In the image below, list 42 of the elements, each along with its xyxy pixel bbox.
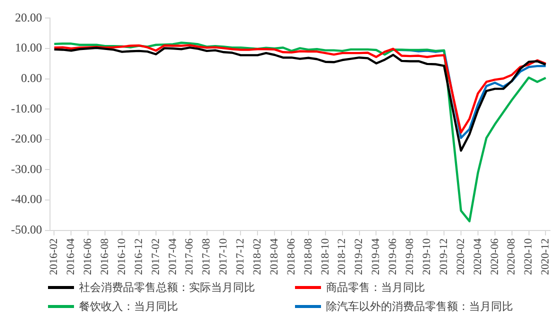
x-tick-label: 2019-06 <box>387 238 400 276</box>
x-tick-label: 2018-08 <box>302 238 314 276</box>
x-tick-label: 2017-08 <box>200 238 213 276</box>
x-tick-label: 2018-04 <box>268 238 280 276</box>
x-tick-label: 2016-12 <box>132 238 145 276</box>
x-tick-label: 2016-06 <box>82 238 94 276</box>
legend-label: 餐饮收入：当月同比 <box>79 300 178 314</box>
x-tick-label: 2020-02 <box>454 238 467 276</box>
x-tick-label: 2017-10 <box>218 238 230 276</box>
x-tick-label: 2020-12 <box>540 238 552 276</box>
legend-label: 社会消费品零售总额：实际当月同比 <box>79 280 255 295</box>
x-tick-label: 2020-08 <box>506 238 518 276</box>
x-tick-label: 2018-10 <box>319 238 332 276</box>
y-tick-label: 20.00 <box>14 10 42 24</box>
x-tick-label: 2020-10 <box>522 238 535 276</box>
y-tick-label: -10.00 <box>10 101 42 116</box>
x-tick-label: 2019-10 <box>420 238 433 276</box>
x-tick-label: 2019-02 <box>353 238 366 276</box>
y-tick-label: -50.00 <box>10 222 42 236</box>
y-tick-label: -30.00 <box>10 162 42 176</box>
legend-label: 商品零售：当月同比 <box>326 280 425 295</box>
x-tick-label: 2019-08 <box>404 238 416 276</box>
x-tick-label: 2017-12 <box>234 238 247 276</box>
x-tick-label: 2016-04 <box>65 238 78 276</box>
y-tick-label: 10.00 <box>14 40 42 55</box>
y-tick-label: 0.00 <box>20 70 42 85</box>
x-tick-label: 2017-04 <box>166 238 179 276</box>
y-tick-label: -20.00 <box>10 132 42 146</box>
x-tick-label: 2017-06 <box>184 238 196 276</box>
x-tick-label: 2018-06 <box>285 238 298 276</box>
x-tick-label: 2016-10 <box>116 238 128 276</box>
y-tick-label: -40.00 <box>10 192 42 206</box>
x-tick-label: 2018-02 <box>252 238 264 276</box>
x-tick-label: 2020-06 <box>488 238 501 276</box>
x-tick-label: 2016-08 <box>98 238 111 276</box>
legend-label: 除汽车以外的消费品零售额：当月同比 <box>326 300 513 314</box>
x-tick-label: 2017-02 <box>150 238 162 276</box>
x-tick-label: 2016-02 <box>48 238 60 276</box>
x-tick-label: 2018-12 <box>336 238 348 276</box>
x-tick-label: 2019-12 <box>438 238 450 276</box>
x-tick-label: 2019-04 <box>370 238 382 276</box>
x-tick-label: 2020-04 <box>472 238 484 276</box>
